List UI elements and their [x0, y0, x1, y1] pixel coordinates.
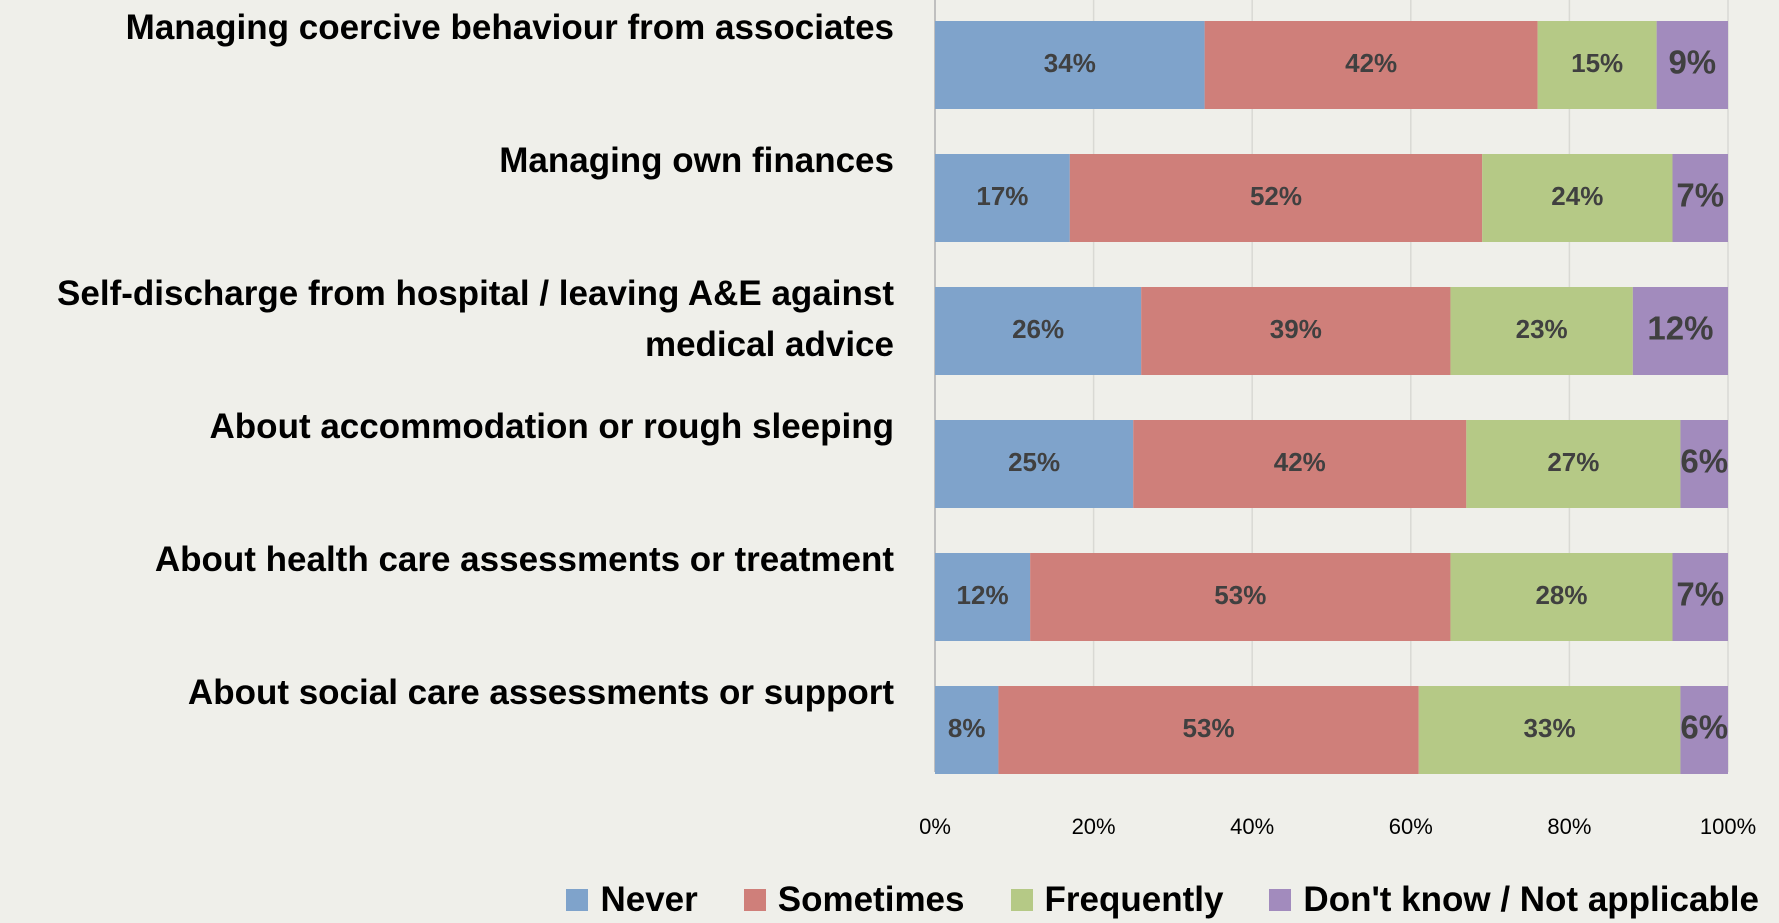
bar-segment: [1632, 287, 1728, 375]
bar-segment: [1418, 686, 1681, 774]
data-label: 12%: [1647, 310, 1713, 347]
data-label: 52%: [1250, 181, 1302, 211]
bar-segment: [1672, 553, 1728, 641]
x-tick-label: 60%: [1389, 814, 1433, 839]
legend-swatch: [743, 889, 766, 911]
legend: Never Sometimes Frequently Don't know / Not…: [566, 880, 1759, 920]
data-label: 27%: [1547, 447, 1599, 477]
data-label: 15%: [1571, 48, 1623, 78]
bar-segment: [1450, 287, 1633, 375]
data-label: 7%: [1676, 576, 1724, 613]
bar-segment: [1656, 21, 1728, 109]
x-tick-label: 20%: [1072, 814, 1116, 839]
category-label: Self-discharge from hospital / leaving A…: [57, 274, 894, 364]
data-label: 17%: [976, 181, 1028, 211]
x-tick-label: 40%: [1230, 814, 1274, 839]
legend-item: Frequently: [1010, 880, 1224, 920]
bar-segment: [935, 553, 1031, 641]
bar-segment: [998, 686, 1419, 774]
bar-segment: [1672, 154, 1728, 242]
bar-segment: [935, 154, 1070, 242]
data-label: 42%: [1274, 447, 1326, 477]
legend-swatch: [1269, 889, 1292, 911]
bar-segment: [935, 287, 1142, 375]
bar-segment: [1482, 154, 1673, 242]
data-label: 39%: [1270, 314, 1322, 344]
data-label: 42%: [1345, 48, 1397, 78]
data-label: 6%: [1680, 443, 1728, 480]
bar-segment: [1680, 686, 1728, 774]
data-label: 26%: [1012, 314, 1064, 344]
bar-segment: [1450, 553, 1673, 641]
bar-segment: [1204, 21, 1538, 109]
category-label: About health care assessments or treatme…: [154, 540, 894, 579]
bar-segment: [935, 21, 1205, 109]
legend-label: Frequently: [1044, 880, 1224, 919]
bar-segment: [1141, 287, 1451, 375]
data-label: 7%: [1676, 177, 1724, 214]
legend-item: Sometimes: [743, 880, 965, 920]
data-label: 24%: [1551, 181, 1603, 211]
data-label: 12%: [957, 580, 1009, 610]
bar-segment: [935, 686, 999, 774]
legend-item: Never: [566, 880, 698, 920]
category-label: About accommodation or rough sleeping: [209, 407, 894, 446]
category-label: Managing own finances: [499, 141, 894, 180]
legend-label: Sometimes: [777, 880, 965, 919]
bar-segment: [1466, 420, 1681, 508]
x-tick-label: 0%: [919, 814, 951, 839]
category-label: About social care assessments or support: [187, 673, 894, 712]
data-label: 34%: [1044, 48, 1096, 78]
data-label: 33%: [1524, 713, 1576, 743]
legend-swatch: [1010, 889, 1033, 911]
category-label: Managing coercive behaviour from associa…: [125, 8, 894, 47]
bar-segment: [935, 420, 1134, 508]
legend-label: Never: [600, 880, 698, 919]
data-label: 28%: [1535, 580, 1587, 610]
data-label: 6%: [1680, 709, 1728, 746]
x-tick-label: 80%: [1547, 814, 1591, 839]
legend-item: Don't know / Not applicable: [1269, 880, 1759, 920]
legend-label: Don't know / Not applicable: [1303, 880, 1759, 919]
bar-segment: [1680, 420, 1728, 508]
data-label: 53%: [1183, 713, 1235, 743]
legend-swatch: [566, 889, 589, 911]
data-label: 9%: [1668, 44, 1716, 81]
bar-segment: [1069, 154, 1483, 242]
x-tick-label: 100%: [1700, 814, 1756, 839]
data-label: 25%: [1008, 447, 1060, 477]
bar-segment: [1030, 553, 1451, 641]
bar-segment: [1133, 420, 1467, 508]
data-label: 23%: [1516, 314, 1568, 344]
bar-segment: [1537, 21, 1657, 109]
data-label: 53%: [1214, 580, 1266, 610]
data-label: 8%: [948, 713, 986, 743]
